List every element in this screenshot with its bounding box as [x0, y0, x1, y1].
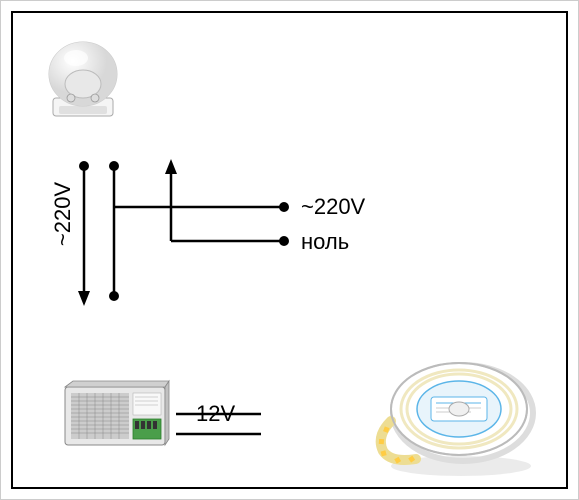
led-strip-icon	[371, 351, 551, 481]
motion-sensor-icon	[41, 26, 131, 121]
voltage-ac-output-label: ~220V	[301, 194, 365, 220]
voltage-ac-input-label: ~220V	[50, 182, 76, 246]
dc-connection-lines	[176, 411, 266, 446]
neutral-label: ноль	[301, 229, 349, 255]
power-supply-icon	[61, 379, 171, 454]
